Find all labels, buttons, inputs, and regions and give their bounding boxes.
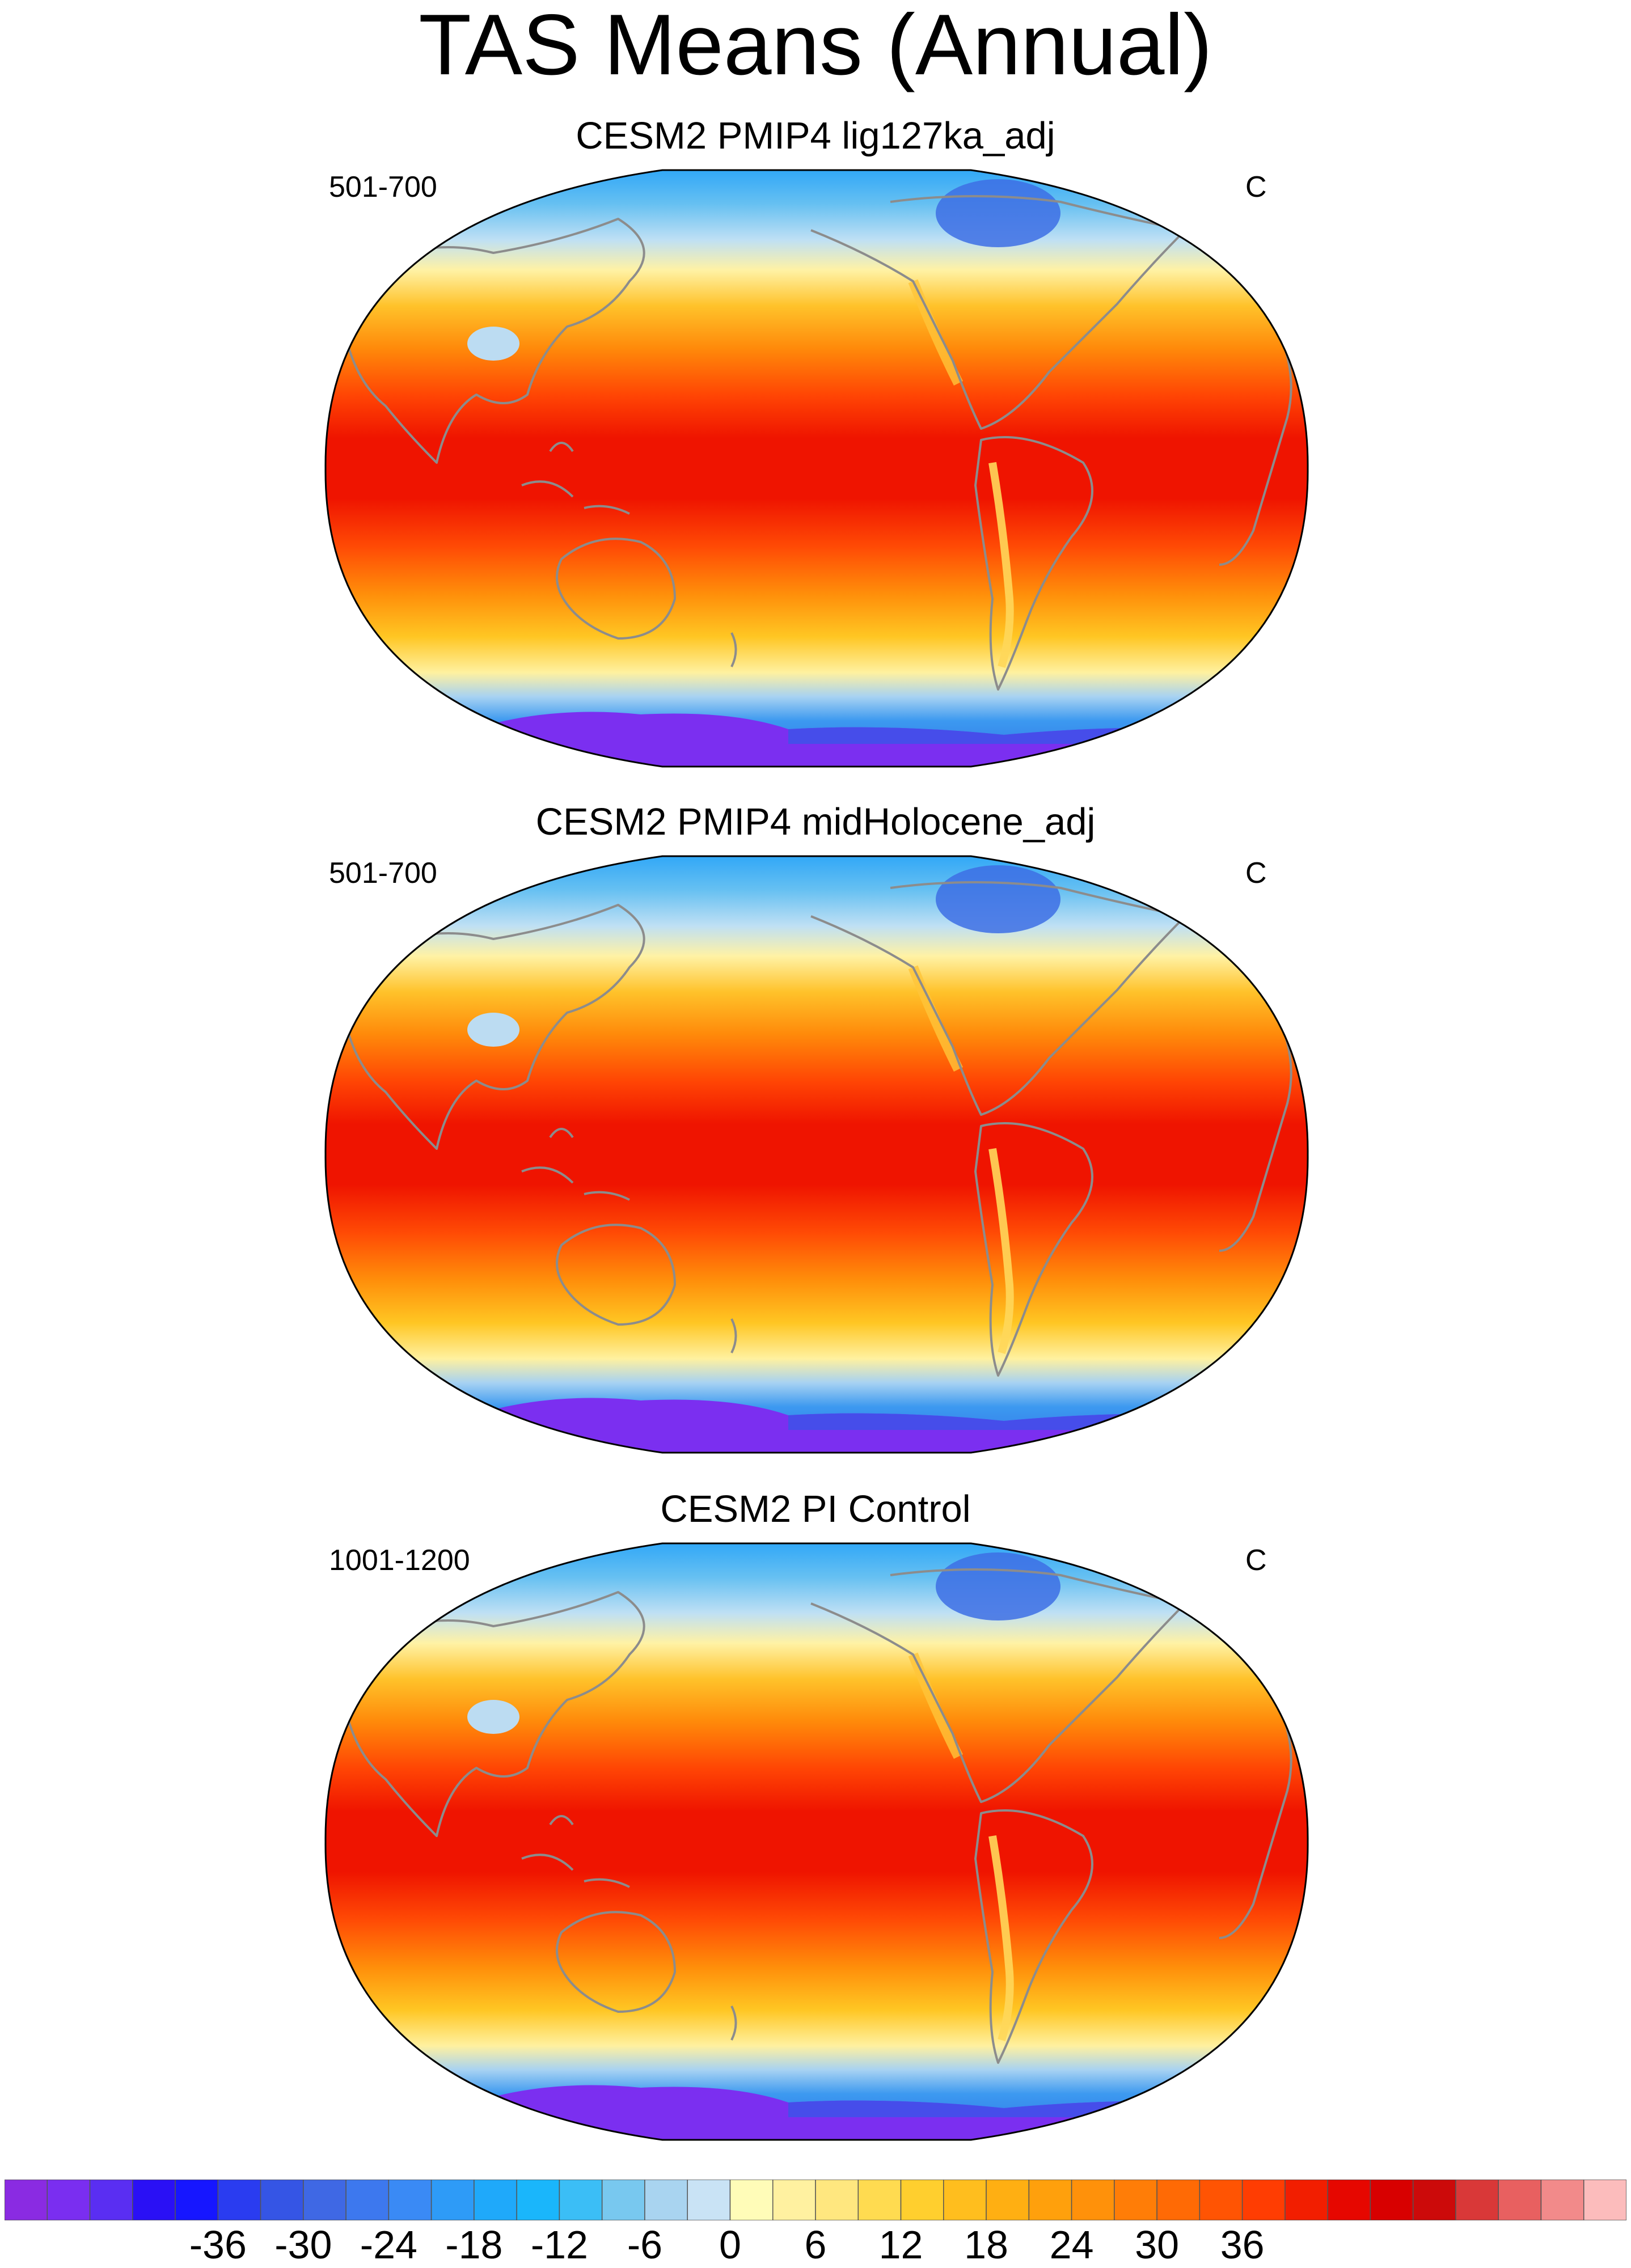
colorbar-tick-label: 18	[964, 2223, 1008, 2267]
colorbar-box	[1370, 2180, 1414, 2220]
colorbar-box	[132, 2180, 176, 2220]
panel-title: CESM2 PMIP4 lig127ka_adj	[576, 115, 1055, 157]
colorbar-tick-label: 36	[1220, 2223, 1265, 2267]
colorbar-box	[1071, 2180, 1115, 2220]
years-label: 501-700	[329, 857, 437, 890]
colorbar-tick-label: 30	[1135, 2223, 1180, 2267]
colorbar-box	[516, 2180, 560, 2220]
colorbar-box	[217, 2180, 261, 2220]
colorbar-box	[1028, 2180, 1072, 2220]
units-label: C	[1245, 1544, 1267, 1577]
colorbar-tick-label: 24	[1049, 2223, 1094, 2267]
colorbar-box	[1583, 2180, 1626, 2220]
colorbar	[5, 2180, 1626, 2220]
colorbar-box	[1327, 2180, 1371, 2220]
colorbar-box	[559, 2180, 603, 2220]
colorbar-tick-label: 6	[804, 2223, 827, 2267]
colorbar-box	[89, 2180, 133, 2220]
colorbar-box	[1540, 2180, 1584, 2220]
colorbar-tick-label: -30	[274, 2223, 332, 2267]
colorbar-box	[47, 2180, 91, 2220]
colorbar-box	[1412, 2180, 1456, 2220]
temperature-map	[324, 169, 1309, 768]
colorbar-box	[772, 2180, 816, 2220]
colorbar-box	[175, 2180, 219, 2220]
colorbar-box	[857, 2180, 902, 2220]
years-label: 501-700	[329, 171, 437, 204]
colorbar-box	[1455, 2180, 1499, 2220]
figure-title: TAS Means (Annual)	[419, 0, 1212, 93]
colorbar-box	[687, 2180, 731, 2220]
colorbar-box	[1156, 2180, 1201, 2220]
colorbar-tick-label: -12	[530, 2223, 588, 2267]
colorbar-tick-label: -18	[445, 2223, 503, 2267]
colorbar-box	[601, 2180, 645, 2220]
colorbar-box	[943, 2180, 987, 2220]
colorbar-box	[430, 2180, 475, 2220]
colorbar-box	[900, 2180, 944, 2220]
temperature-map	[324, 855, 1309, 1454]
colorbar-tick-label: 0	[719, 2223, 741, 2267]
colorbar-box	[815, 2180, 859, 2220]
colorbar-box	[388, 2180, 432, 2220]
colorbar-box	[1199, 2180, 1243, 2220]
panel-title: CESM2 PMIP4 midHolocene_adj	[535, 801, 1096, 843]
colorbar-box	[644, 2180, 688, 2220]
units-label: C	[1245, 171, 1267, 204]
colorbar-box	[729, 2180, 774, 2220]
colorbar-box	[5, 2180, 48, 2220]
colorbar-box	[345, 2180, 390, 2220]
units-label: C	[1245, 857, 1267, 890]
colorbar-box	[986, 2180, 1030, 2220]
colorbar-tick-label: -24	[360, 2223, 417, 2267]
colorbar-box	[1114, 2180, 1157, 2220]
colorbar-tick-label: -36	[189, 2223, 247, 2267]
colorbar-box	[260, 2180, 304, 2220]
temperature-map	[324, 1542, 1309, 2141]
colorbar-box	[1284, 2180, 1328, 2220]
panel-title: CESM2 PI Control	[660, 1488, 971, 1530]
colorbar-box	[474, 2180, 517, 2220]
colorbar-tick-label: 12	[878, 2223, 923, 2267]
colorbar-box	[303, 2180, 347, 2220]
years-label: 1001-1200	[329, 1544, 470, 1577]
colorbar-tick-label: -6	[627, 2223, 663, 2267]
colorbar-box	[1498, 2180, 1542, 2220]
colorbar-box	[1241, 2180, 1286, 2220]
